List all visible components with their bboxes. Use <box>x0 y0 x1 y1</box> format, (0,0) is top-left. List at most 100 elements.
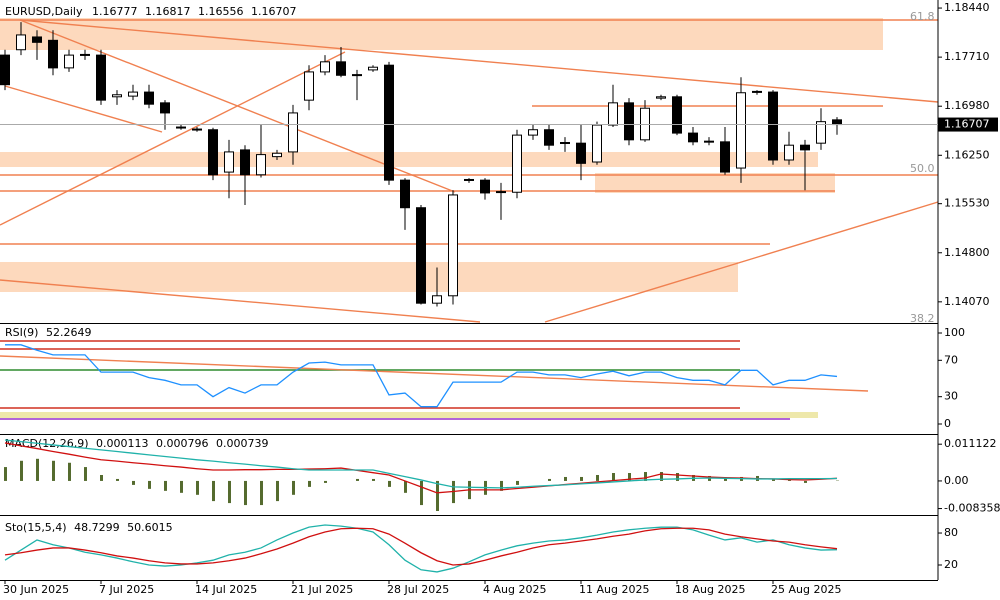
candle-body <box>192 128 202 131</box>
y-tick-label: 0 <box>944 417 951 430</box>
rsi-trend-line <box>0 355 869 392</box>
candle-body <box>736 92 746 169</box>
y-tick-label: 80 <box>944 526 958 539</box>
y-tick-label: 0.00 <box>944 474 969 487</box>
zone <box>0 262 738 292</box>
candle-body <box>224 151 234 173</box>
candle-body <box>560 142 570 145</box>
histogram-bar <box>548 478 551 481</box>
y-tick-label: 20 <box>944 558 958 571</box>
macd-value: 0.000739 <box>216 437 269 450</box>
histogram-bar <box>324 480 327 483</box>
y-tick-label: 70 <box>944 353 958 366</box>
y-tick-label: 1.14800 <box>944 246 990 259</box>
histogram-bar <box>116 478 119 481</box>
trend-line <box>4 85 163 133</box>
trend-line <box>0 279 481 323</box>
candle-body <box>368 66 378 71</box>
sto-value: 50.6015 <box>127 521 173 534</box>
histogram-bar <box>436 480 439 512</box>
sto-value: 48.7299 <box>74 521 120 534</box>
candle-body <box>48 39 58 69</box>
candle-body <box>272 152 282 158</box>
histogram-bar <box>804 480 807 483</box>
x-tick-label: 28 Jul 2025 <box>387 583 449 596</box>
candle-body <box>752 90 762 93</box>
candle-body <box>320 61 330 73</box>
histogram-bar <box>180 480 183 493</box>
histogram-bar <box>516 480 519 485</box>
fib-label: 50.0 <box>910 162 935 175</box>
y-tick-label: 1.18440 <box>944 1 990 14</box>
y-tick-label: 1.15530 <box>944 197 990 210</box>
candle-body <box>112 94 122 98</box>
sto-header: Sto(15,5,4) 48.7299 50.6015 <box>5 521 173 534</box>
histogram-bar <box>564 476 567 481</box>
candle-body <box>544 129 554 146</box>
candle-body <box>608 102 618 126</box>
histogram-bar <box>356 478 359 481</box>
low: 1.16556 <box>198 5 244 18</box>
open: 1.16777 <box>92 5 138 18</box>
trend-line <box>19 19 939 103</box>
rsi-header: RSI(9) 52.2649 <box>5 326 91 339</box>
macd-header: MACD(12,26,9) 0.000113 0.000796 0.000739 <box>5 437 269 450</box>
histogram-bar <box>52 460 55 481</box>
y-tick-label: -0.008358 <box>944 502 1000 515</box>
candle-body <box>208 129 218 176</box>
histogram-bar <box>788 479 791 481</box>
candle-body <box>288 112 298 153</box>
histogram-bar <box>228 480 231 504</box>
candle-body <box>64 54 74 69</box>
histogram-bar <box>420 480 423 506</box>
candle-body <box>480 179 490 194</box>
candle-body <box>352 74 362 77</box>
x-tick-label: 30 Jun 2025 <box>3 583 69 596</box>
x-tick-label: 18 Aug 2025 <box>675 583 745 596</box>
macd-title: MACD(12,26,9) <box>5 437 89 450</box>
histogram-bar <box>212 480 215 502</box>
candle-body <box>32 36 42 43</box>
indicator-line <box>4 527 838 566</box>
histogram-bar <box>260 480 263 506</box>
zone <box>0 18 883 50</box>
sto-title: Sto(15,5,4) <box>5 521 67 534</box>
histogram-bar <box>36 458 39 481</box>
histogram-bar <box>84 467 87 481</box>
candle-body <box>16 34 26 51</box>
histogram-bar <box>660 472 663 481</box>
candle-body <box>416 207 426 304</box>
zone <box>0 152 818 167</box>
candle-body <box>256 154 266 176</box>
current-price-label: 1.16707 <box>944 118 990 131</box>
x-tick-label: 4 Aug 2025 <box>483 583 546 596</box>
histogram-bar <box>196 480 199 495</box>
x-tick-label: 21 Jul 2025 <box>291 583 353 596</box>
candle-body <box>832 119 842 126</box>
y-tick-label: 1.16250 <box>944 148 990 161</box>
histogram-bar <box>628 473 631 481</box>
frame <box>0 0 939 581</box>
indicator-line <box>4 442 838 494</box>
x-tick-label: 25 Aug 2025 <box>771 583 841 596</box>
candle-body <box>816 121 826 144</box>
candle-body <box>144 91 154 105</box>
trend-line <box>544 201 939 323</box>
y-tick-label: 100 <box>944 326 965 339</box>
candle-body <box>688 132 698 143</box>
candle-body <box>96 54 106 101</box>
histogram-bar <box>644 472 647 481</box>
histogram-bar <box>68 462 71 481</box>
x-tick-label: 11 Aug 2025 <box>579 583 649 596</box>
candle-body <box>400 179 410 209</box>
indicator-line <box>4 524 838 573</box>
histogram-bar <box>164 480 167 491</box>
fib-label: 61.8 <box>910 10 935 23</box>
y-tick-label: 30 <box>944 390 958 403</box>
histogram-bar <box>292 480 295 495</box>
candle-body <box>448 194 458 297</box>
y-tick-label: 1.16980 <box>944 99 990 112</box>
candle-body <box>128 91 138 97</box>
candle-body <box>640 107 650 141</box>
